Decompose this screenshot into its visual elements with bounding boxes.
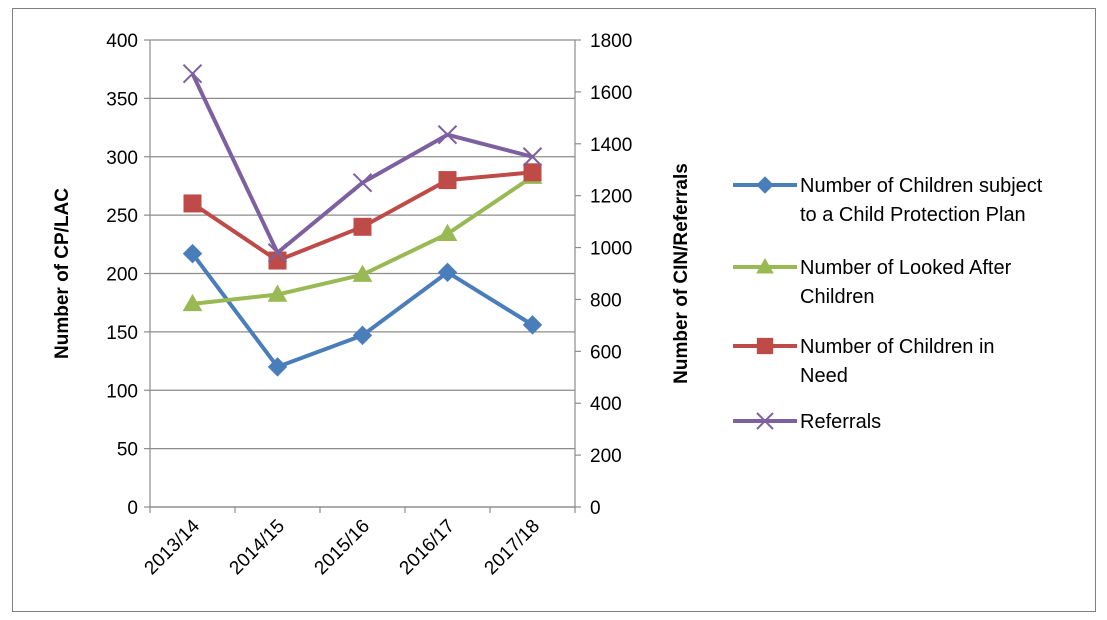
right-tick-label: 1800 xyxy=(590,31,632,52)
left-tick-label: 50 xyxy=(117,440,138,461)
legend-entry: Number of Children in Need xyxy=(733,336,995,387)
right-tick-label: 1600 xyxy=(590,83,632,104)
legend: Number of Children subject to a Child Pro… xyxy=(733,175,1043,433)
triangle-marker xyxy=(182,293,203,312)
triangle-marker xyxy=(756,257,774,274)
legend-entry: Number of Looked After Children xyxy=(733,257,1012,308)
legend-label: Number of Children subject xyxy=(800,175,1043,197)
diamond-marker xyxy=(756,176,774,194)
x-marker-stroke xyxy=(352,172,373,193)
legend-label: Children xyxy=(800,286,874,308)
legend-entry: Referrals xyxy=(733,411,881,433)
left-tick-label: 200 xyxy=(106,265,138,286)
series-line xyxy=(192,174,534,306)
left-tick-label: 300 xyxy=(106,148,138,169)
legend-label: Referrals xyxy=(800,411,881,433)
series-3 xyxy=(183,163,542,270)
x-marker xyxy=(756,412,774,430)
left-tick-label: 150 xyxy=(106,323,138,344)
right-tick-label: 400 xyxy=(590,394,622,415)
left-tick-label: 0 xyxy=(127,498,138,519)
series-layer xyxy=(182,64,543,377)
diamond-marker xyxy=(437,262,458,283)
right-tick-label: 200 xyxy=(590,446,622,467)
right-axis-title: Number of CIN/Referrals xyxy=(671,163,692,384)
x-tick-label: 2013/14 xyxy=(141,515,205,579)
legend-label: Need xyxy=(800,365,848,387)
series-4 xyxy=(182,64,543,263)
legend-label: Number of Children in xyxy=(800,336,995,358)
triangle-marker xyxy=(352,264,373,282)
diamond-marker xyxy=(352,325,373,346)
x-marker-stroke xyxy=(522,147,543,167)
series-2 xyxy=(182,166,543,312)
x-marker-stroke xyxy=(756,412,774,430)
x-tick-label: 2017/18 xyxy=(481,516,544,579)
legend-entry: Number of Children subject to a Child Pro… xyxy=(733,175,1043,226)
left-tick-label: 250 xyxy=(106,206,138,227)
right-tick-label: 1000 xyxy=(590,239,632,260)
square-marker xyxy=(438,171,457,190)
right-tick-label: 1200 xyxy=(590,187,632,208)
x-axis-ticks: 2013/14 2014/15 2015/16 2016/17 2017/18 xyxy=(141,507,576,579)
series-1 xyxy=(182,243,543,377)
square-marker xyxy=(353,217,372,236)
x-marker xyxy=(182,64,203,84)
x-marker xyxy=(437,124,458,145)
x-marker xyxy=(522,147,543,167)
right-axis-ticks: 0 200 400 600 800 1000 1200 1400 1600 1800 xyxy=(575,31,632,519)
left-tick-label: 100 xyxy=(106,381,138,402)
square-marker xyxy=(523,163,542,182)
legend-label: Number of Looked After xyxy=(800,257,1012,279)
right-tick-label: 1400 xyxy=(590,135,632,156)
x-marker-stroke xyxy=(267,243,288,263)
square-marker xyxy=(183,194,202,213)
left-axis-title: Number of CP/LAC xyxy=(52,188,73,359)
left-tick-label: 350 xyxy=(106,89,138,110)
x-marker xyxy=(267,243,288,263)
triangle-marker xyxy=(437,223,458,242)
right-tick-label: 800 xyxy=(590,290,622,311)
x-tick-label: 2015/16 xyxy=(311,516,374,579)
diamond-marker xyxy=(522,315,543,335)
x-tick-label: 2014/15 xyxy=(226,516,289,579)
right-tick-label: 0 xyxy=(590,498,601,519)
diamond-marker xyxy=(267,357,288,377)
square-marker xyxy=(756,337,774,355)
x-marker-stroke xyxy=(182,64,203,84)
x-marker xyxy=(352,172,373,193)
left-axis-ticks: 0 50 100 150 200 250 300 350 400 xyxy=(106,31,150,519)
left-tick-label: 400 xyxy=(106,31,138,52)
x-marker-stroke xyxy=(437,124,458,145)
triangle-marker xyxy=(267,284,288,302)
diamond-marker xyxy=(182,243,203,264)
right-tick-label: 600 xyxy=(590,342,622,363)
legend-label: to a Child Protection Plan xyxy=(800,204,1026,226)
x-tick-label: 2016/17 xyxy=(396,516,459,579)
